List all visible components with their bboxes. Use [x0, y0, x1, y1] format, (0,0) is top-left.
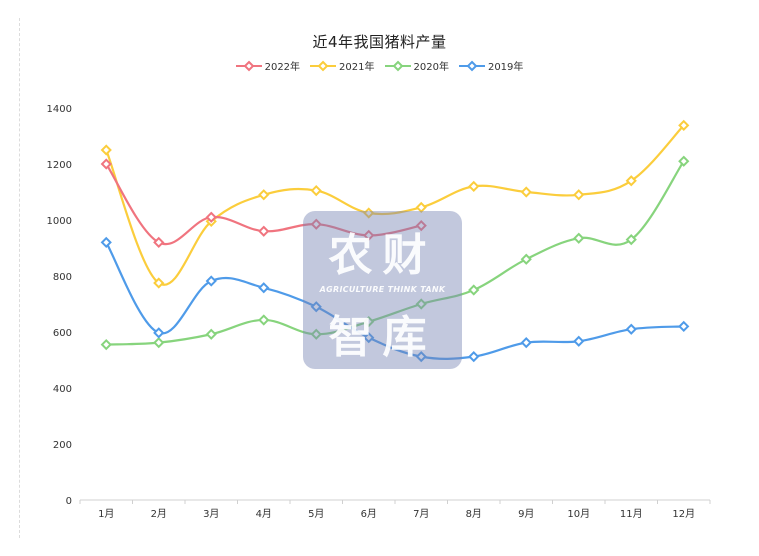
data-point [153, 236, 165, 249]
legend-label: 2022年 [264, 62, 301, 73]
legend: 2022年 2021年 2020年 2019年 [0, 58, 759, 73]
data-point [205, 211, 217, 223]
data-point [363, 229, 375, 242]
y-tick-label: 600 [53, 328, 72, 339]
data-point [415, 351, 427, 363]
data-point [100, 338, 112, 351]
data-point [468, 351, 480, 363]
y-tick-label: 400 [53, 384, 72, 395]
left-dashed-rule [19, 18, 20, 538]
data-point [520, 186, 532, 198]
watermark-line-2: AGRICULTURE THINK TANK [319, 285, 446, 294]
data-point [678, 155, 690, 167]
data-point [100, 158, 112, 170]
x-tick-label: 8月 [466, 508, 482, 520]
data-point [153, 277, 165, 289]
data-point [678, 320, 690, 333]
data-point [363, 316, 375, 328]
y-tick-label: 0 [66, 496, 72, 507]
data-point [573, 189, 585, 201]
chart-title: 近4年我国猪料产量 [312, 33, 447, 51]
legend-swatch-icon [235, 60, 262, 71]
legend-label: 2019年 [487, 62, 524, 73]
watermark-line-3: 智库 [328, 312, 437, 363]
legend-swatch-icon [310, 60, 337, 71]
data-point [363, 331, 375, 344]
watermark-line-1: 农财 [328, 230, 437, 281]
data-point [205, 328, 217, 340]
data-point [468, 180, 480, 193]
data-point [625, 175, 637, 187]
data-point [258, 225, 270, 237]
data-point [310, 218, 322, 230]
data-point [258, 189, 270, 201]
legend-item[interactable]: 2022年 [235, 58, 301, 73]
y-tick-label: 800 [53, 272, 72, 283]
x-tick-label: 3月 [203, 508, 219, 520]
x-tick-label: 11月 [620, 508, 643, 520]
data-point [415, 298, 427, 310]
y-tick-label: 1200 [47, 160, 72, 171]
data-point [100, 144, 112, 156]
data-point [310, 184, 322, 197]
x-tick-label: 10月 [567, 508, 590, 520]
legend-label: 2021年 [339, 62, 375, 73]
data-point [363, 207, 375, 219]
data-point [415, 201, 427, 214]
data-point [520, 253, 532, 265]
data-point [573, 335, 585, 347]
x-tick-label: 4月 [256, 508, 272, 520]
legend-swatch-icon [384, 60, 411, 71]
data-point [205, 275, 217, 287]
x-tick-label: 6月 [361, 508, 377, 520]
watermark-text: 农财 AGRICULTURE THINK TANK 智库 [303, 211, 462, 369]
x-tick-label: 9月 [518, 508, 534, 520]
data-point [468, 284, 480, 296]
data-point [153, 337, 165, 349]
x-tick-label: 2月 [151, 508, 167, 520]
data-point [258, 282, 270, 294]
data-point [415, 219, 427, 232]
data-point [573, 232, 585, 244]
data-point [258, 314, 270, 326]
watermark-logo [303, 211, 462, 369]
x-tick-label: 1月 [98, 508, 114, 520]
y-tick-label: 1000 [47, 216, 72, 227]
data-point [310, 328, 322, 340]
legend-item[interactable]: 2020年 [384, 58, 449, 73]
legend-label: 2020年 [413, 62, 449, 73]
data-point [625, 323, 637, 335]
data-point [625, 233, 637, 246]
y-tick-label: 200 [53, 440, 72, 451]
x-tick-label: 12月 [672, 508, 695, 520]
data-point [153, 327, 165, 339]
data-point [100, 236, 112, 249]
data-point [678, 119, 690, 131]
data-point [310, 301, 322, 313]
legend-swatch-icon [458, 60, 485, 71]
legend-item[interactable]: 2021年 [310, 58, 375, 73]
y-tick-label: 1400 [47, 104, 72, 115]
data-point [520, 337, 532, 349]
legend-item[interactable]: 2019年 [458, 58, 524, 73]
x-tick-label: 7月 [413, 508, 429, 520]
x-tick-label: 5月 [308, 508, 324, 520]
